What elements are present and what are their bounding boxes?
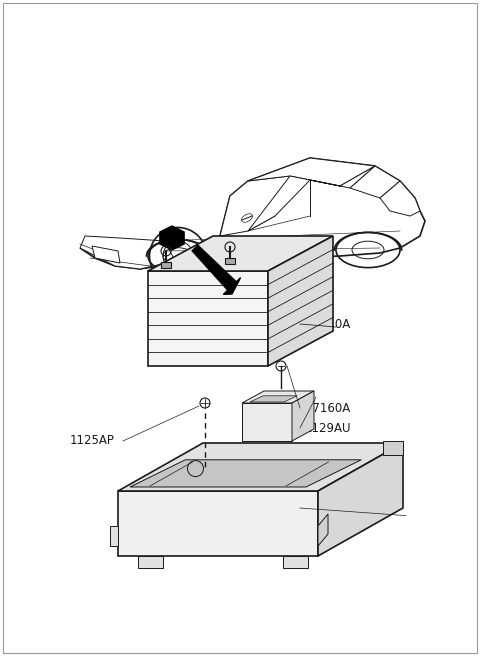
Polygon shape — [110, 526, 118, 546]
Bar — [225, 258, 235, 264]
Polygon shape — [148, 271, 268, 366]
Bar — [161, 262, 171, 268]
Text: 37110A: 37110A — [305, 318, 350, 331]
Polygon shape — [140, 236, 220, 269]
Polygon shape — [283, 556, 308, 568]
Polygon shape — [250, 396, 297, 402]
Polygon shape — [248, 158, 375, 186]
Polygon shape — [242, 403, 292, 441]
Polygon shape — [92, 246, 120, 263]
Text: 37160A: 37160A — [305, 401, 350, 415]
Polygon shape — [310, 166, 375, 188]
Polygon shape — [138, 556, 163, 568]
Text: 1125AP: 1125AP — [70, 434, 115, 447]
Polygon shape — [148, 236, 333, 271]
Polygon shape — [268, 236, 333, 366]
Polygon shape — [383, 441, 403, 455]
Polygon shape — [292, 391, 314, 441]
Text: 37150: 37150 — [305, 501, 342, 514]
Polygon shape — [160, 226, 184, 250]
Polygon shape — [248, 176, 310, 231]
Polygon shape — [192, 245, 240, 295]
Polygon shape — [80, 236, 175, 269]
Polygon shape — [318, 514, 328, 546]
Polygon shape — [118, 443, 403, 491]
Polygon shape — [118, 491, 318, 556]
Text: 1129AU: 1129AU — [305, 422, 351, 434]
Polygon shape — [242, 391, 314, 403]
Polygon shape — [350, 166, 400, 198]
Polygon shape — [80, 158, 425, 269]
Polygon shape — [130, 460, 361, 487]
Polygon shape — [220, 176, 290, 236]
Polygon shape — [318, 443, 403, 556]
Polygon shape — [380, 181, 420, 216]
